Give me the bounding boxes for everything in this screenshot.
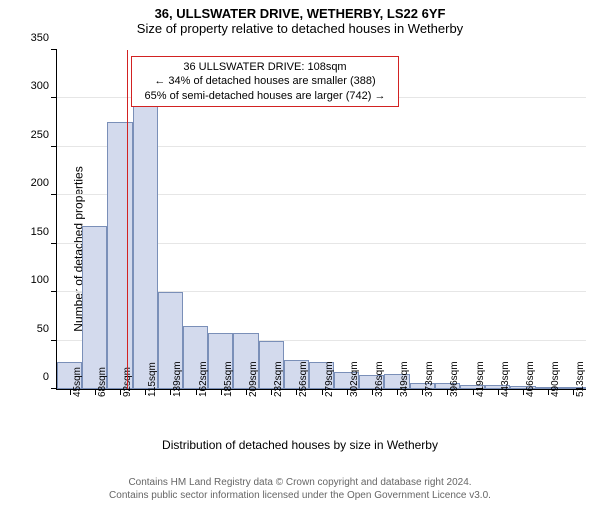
chart: Number of detached properties 0501001502…: [0, 44, 600, 454]
page-subtitle: Size of property relative to detached ho…: [0, 21, 600, 36]
x-tick-label: 279sqm: [324, 361, 335, 397]
x-tick-label: 302sqm: [349, 361, 360, 397]
x-tick: [473, 389, 474, 395]
x-tick-label: 256sqm: [298, 361, 309, 397]
legend-line: 36 ULLSWATER DRIVE: 108sqm: [140, 60, 390, 74]
x-tick: [322, 389, 323, 395]
x-tick-label: 349sqm: [399, 361, 410, 397]
x-tick: [70, 389, 71, 395]
x-tick-label: 466sqm: [525, 361, 536, 397]
footer-line-1: Contains HM Land Registry data © Crown c…: [0, 477, 600, 490]
x-tick: [271, 389, 272, 395]
x-tick-label: 513sqm: [575, 361, 586, 397]
x-tick-label: 326sqm: [374, 361, 385, 397]
x-tick: [221, 389, 222, 395]
x-tick-label: 68sqm: [97, 367, 108, 397]
y-tick-label: 50: [37, 323, 49, 335]
x-tick-label: 443sqm: [500, 361, 511, 397]
x-tick: [498, 389, 499, 395]
x-tick-label: 232sqm: [273, 361, 284, 397]
footer-attribution: Contains HM Land Registry data © Crown c…: [0, 477, 600, 502]
legend-line: 65% of semi-detached houses are larger (…: [140, 89, 390, 103]
x-tick: [397, 389, 398, 395]
histogram-bar: [82, 226, 107, 389]
page-title: 36, ULLSWATER DRIVE, WETHERBY, LS22 6YF: [0, 6, 600, 21]
y-tick-label: 200: [31, 177, 49, 189]
x-tick: [523, 389, 524, 395]
x-tick: [120, 389, 121, 395]
x-tick-label: 490sqm: [550, 361, 561, 397]
x-tick-label: 139sqm: [172, 361, 183, 397]
x-tick: [246, 389, 247, 395]
y-tick-label: 0: [43, 371, 49, 383]
x-tick: [196, 389, 197, 395]
legend-box: 36 ULLSWATER DRIVE: 108sqm← 34% of detac…: [131, 56, 399, 107]
x-tick-label: 396sqm: [449, 361, 460, 397]
footer-line-2: Contains public sector information licen…: [0, 490, 600, 503]
x-tick: [145, 389, 146, 395]
property-marker-line: [127, 50, 128, 389]
y-tick-label: 250: [31, 129, 49, 141]
legend-line: ← 34% of detached houses are smaller (38…: [140, 74, 390, 88]
x-tick-label: 115sqm: [147, 362, 158, 397]
y-tick-label: 350: [31, 32, 49, 44]
x-tick-label: 185sqm: [223, 361, 234, 397]
x-tick: [372, 389, 373, 395]
x-tick: [95, 389, 96, 395]
x-tick-label: 419sqm: [475, 361, 486, 397]
x-axis-label: Distribution of detached houses by size …: [0, 438, 600, 452]
x-tick-label: 209sqm: [248, 361, 259, 397]
histogram-bar: [107, 122, 132, 389]
x-tick: [347, 389, 348, 395]
x-tick-label: 162sqm: [198, 361, 209, 397]
y-tick-label: 300: [31, 80, 49, 92]
histogram-bar: [133, 105, 158, 389]
x-tick-label: 45sqm: [72, 367, 83, 397]
y-tick-label: 150: [31, 226, 49, 238]
x-tick-label: 373sqm: [424, 361, 435, 397]
y-tick-label: 100: [31, 274, 49, 286]
plot-area: 05010015020025030035045sqm68sqm92sqm115s…: [56, 50, 586, 390]
